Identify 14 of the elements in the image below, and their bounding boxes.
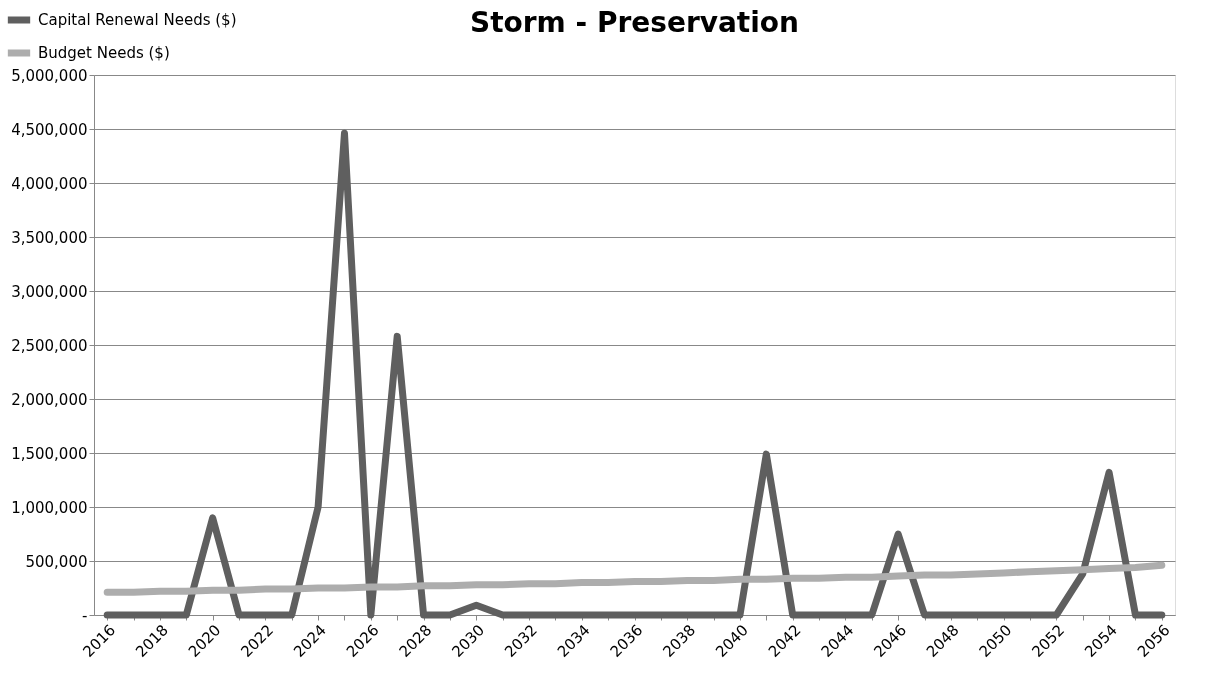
y-tick-label: 1,500,000: [11, 444, 88, 463]
y-tick-label: 2,500,000: [11, 336, 88, 355]
y-tick-label: 2,000,000: [11, 390, 88, 409]
y-tick-label: 4,000,000: [11, 174, 88, 193]
y-tick-label: 3,500,000: [11, 228, 88, 247]
y-tick-label: 4,500,000: [11, 120, 88, 139]
y-tick-label: 5,000,000: [11, 66, 88, 85]
legend-label: Budget Needs ($): [38, 44, 170, 62]
y-tick-label: 500,000: [25, 552, 88, 571]
chart-title: Storm - Preservation: [470, 6, 799, 39]
legend-label: Capital Renewal Needs ($): [38, 11, 237, 29]
y-tick-label: 3,000,000: [11, 282, 88, 301]
y-tick-label: 1,000,000: [11, 498, 88, 517]
y-tick-label: -: [82, 606, 88, 625]
